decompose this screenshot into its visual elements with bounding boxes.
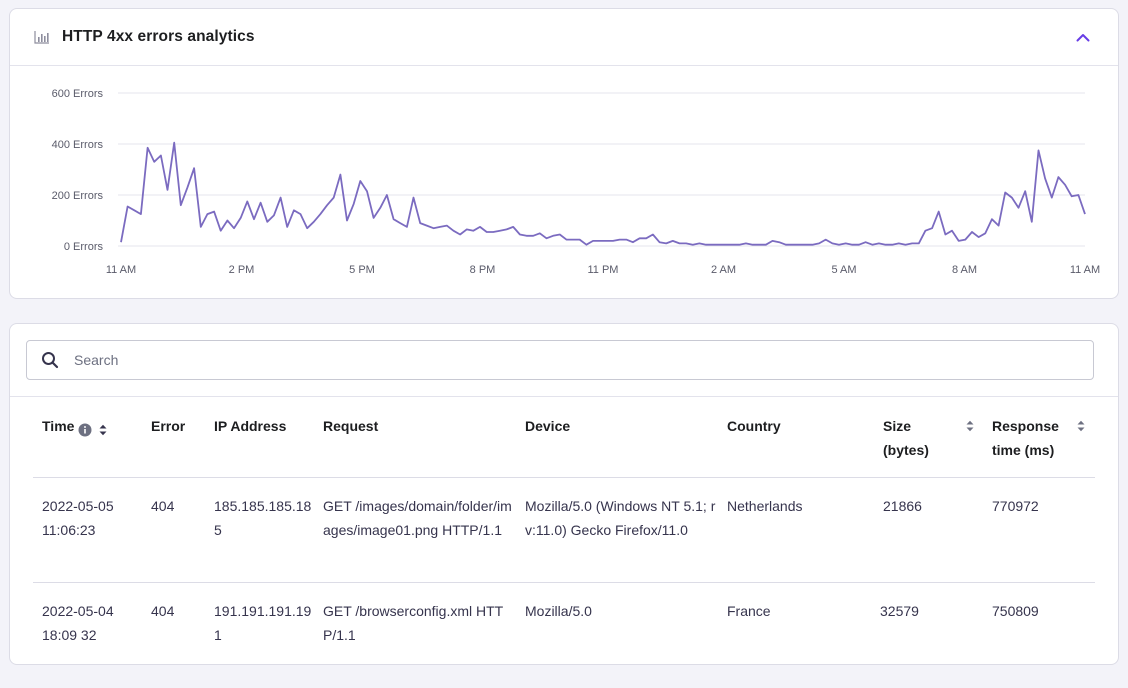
column-header-response-line2: time (ms) bbox=[992, 442, 1055, 458]
cell-device: Mozilla/5.0 (Windows NT 5.1; rv:11.0) Ge… bbox=[525, 498, 716, 538]
sort-icon[interactable] bbox=[98, 420, 108, 436]
cell-time: 2022-05-05 11:06:23 bbox=[42, 494, 142, 542]
error-log-card: Time Error IP Address Request Device bbox=[9, 323, 1119, 665]
x-tick-label: 2 AM bbox=[711, 264, 736, 276]
table-header: Time Error IP Address Request Device bbox=[33, 397, 1095, 478]
column-header-time[interactable]: Time bbox=[42, 414, 108, 438]
cell-request: GET /images/domain/folder/images/image01… bbox=[323, 498, 512, 538]
search-input[interactable] bbox=[74, 352, 1093, 368]
y-tick-label: 600 Errors bbox=[52, 88, 104, 100]
column-header-size-line1: Size bbox=[883, 418, 912, 434]
y-tick-label: 400 Errors bbox=[52, 139, 104, 151]
errors-chart-card: HTTP 4xx errors analytics 600 Errors 400 … bbox=[9, 8, 1119, 299]
series-line[interactable] bbox=[120, 141, 1086, 246]
cell-time-clock: 18:09 32 bbox=[42, 627, 97, 643]
chart-card-header[interactable]: HTTP 4xx errors analytics bbox=[10, 9, 1118, 66]
sort-icon[interactable] bbox=[1076, 419, 1086, 433]
column-header-time-label: Time bbox=[42, 418, 75, 434]
cell-time-date: 2022-05-04 bbox=[42, 603, 114, 619]
column-header-country[interactable]: Country bbox=[727, 418, 781, 434]
cell-request: GET /browserconfig.xml HTTP/1.1 bbox=[323, 603, 504, 643]
search-field[interactable] bbox=[26, 340, 1094, 380]
column-header-size[interactable]: Size (bytes) bbox=[883, 414, 929, 462]
cell-time: 2022-05-04 18:09 32 bbox=[42, 599, 142, 647]
bar-chart-icon bbox=[34, 30, 50, 44]
x-tick-label: 5 PM bbox=[349, 264, 375, 276]
cell-response-time: 770972 bbox=[992, 498, 1039, 514]
cell-time-clock: 11:06:23 bbox=[42, 522, 96, 538]
cell-ip-address: 185.185.185.185 bbox=[214, 498, 312, 538]
x-tick-label: 8 AM bbox=[952, 264, 977, 276]
y-tick-label: 0 Errors bbox=[64, 241, 104, 253]
info-icon[interactable] bbox=[78, 420, 92, 437]
column-header-device[interactable]: Device bbox=[525, 418, 571, 434]
cell-device: Mozilla/5.0 bbox=[525, 603, 592, 619]
cell-error: 404 bbox=[151, 498, 175, 514]
cell-country: Netherlands bbox=[727, 498, 803, 514]
errors-table: Time Error IP Address Request Device bbox=[33, 397, 1095, 663]
column-header-response-line1: Response bbox=[992, 418, 1059, 434]
cell-country: France bbox=[727, 603, 771, 619]
cell-error: 404 bbox=[151, 603, 175, 619]
x-tick-label: 5 AM bbox=[831, 264, 856, 276]
cell-size: 21866 bbox=[883, 498, 922, 514]
cell-size: 32579 bbox=[880, 603, 919, 619]
column-header-size-line2: (bytes) bbox=[883, 442, 929, 458]
chart-card-title: HTTP 4xx errors analytics bbox=[62, 28, 255, 45]
column-header-response-time[interactable]: Response time (ms) bbox=[992, 414, 1059, 462]
column-header-error[interactable]: Error bbox=[151, 418, 186, 434]
table-row: 2022-05-05 11:06:23 404 185.185.185.185 … bbox=[33, 478, 1095, 583]
table-row: 2022-05-04 18:09 32 404 191.191.191.191 … bbox=[33, 583, 1095, 663]
column-header-request[interactable]: Request bbox=[323, 418, 379, 434]
sort-icon[interactable] bbox=[965, 419, 975, 433]
x-tick-label: 11 PM bbox=[588, 264, 619, 276]
y-tick-label: 200 Errors bbox=[52, 190, 104, 202]
column-header-ip-address[interactable]: IP Address bbox=[214, 418, 287, 434]
search-icon bbox=[41, 351, 59, 369]
chevron-up-icon[interactable] bbox=[1074, 28, 1092, 46]
cell-response-time: 750809 bbox=[992, 603, 1039, 619]
cell-ip-address: 191.191.191.191 bbox=[214, 603, 312, 643]
divider bbox=[10, 396, 1118, 397]
x-tick-label: 11 AM bbox=[1070, 264, 1100, 276]
x-tick-label: 11 AM bbox=[106, 264, 136, 276]
cell-time-date: 2022-05-05 bbox=[42, 498, 114, 514]
x-tick-label: 2 PM bbox=[229, 264, 255, 276]
x-tick-label: 8 PM bbox=[470, 264, 496, 276]
